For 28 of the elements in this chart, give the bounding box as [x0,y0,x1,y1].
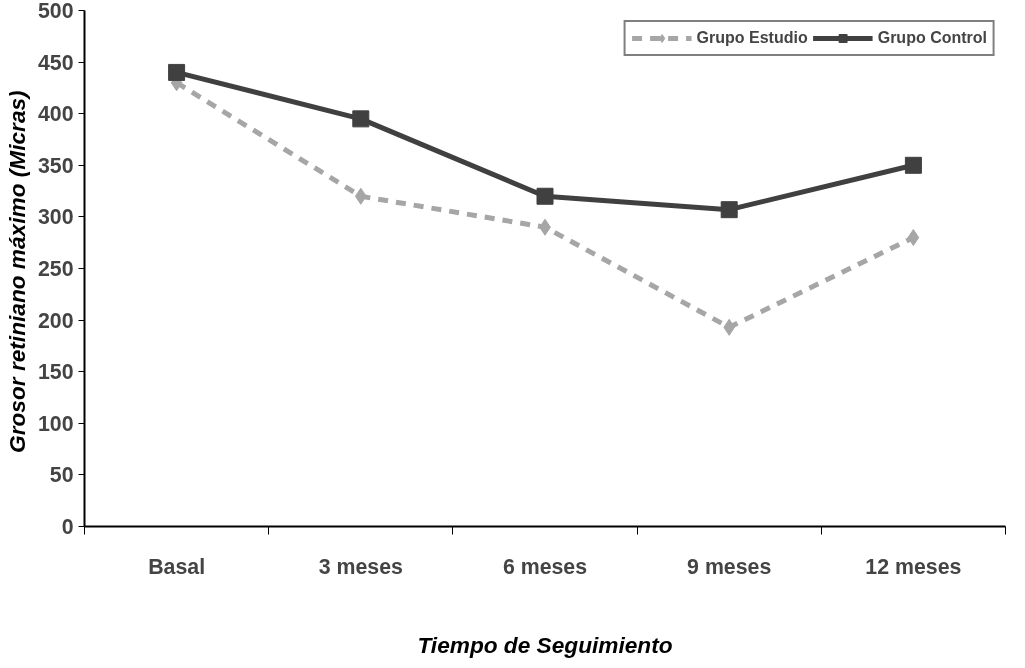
y-tick-label: 500 [37,0,74,23]
x-tick-label: 12 meses [865,554,962,579]
y-axis-title: Grosor retiniano máximo (Micras) [3,90,30,453]
y-tick-label: 0 [61,515,74,539]
legend-label: Grupo Control [877,29,987,47]
legend-label: Grupo Estudio [696,29,808,47]
point [907,229,920,247]
point [536,187,554,205]
y-tick-label: 400 [37,102,74,127]
x-axis-title: Tiempo de Seguimiento [417,631,673,658]
point [354,187,367,205]
x-tick-label: 6 meses [502,554,588,579]
y-tick-label: 450 [37,50,74,75]
y-tick-label: 50 [49,463,74,488]
x-tick-label: 9 meses [687,554,772,579]
y-tick-label: 200 [37,308,74,333]
y-tick-label: 350 [37,153,74,178]
point [723,318,736,336]
x-tick-label: 3 meses [318,554,403,579]
point [352,110,370,128]
y-tick-label: 100 [37,411,74,436]
point [168,63,186,81]
x-tick-label: Basal [148,554,206,579]
y-tick-label: 150 [37,360,74,385]
point [904,156,922,174]
y-tick-label: 250 [37,257,74,281]
point [720,201,738,219]
y-tick-label: 300 [37,205,74,230]
